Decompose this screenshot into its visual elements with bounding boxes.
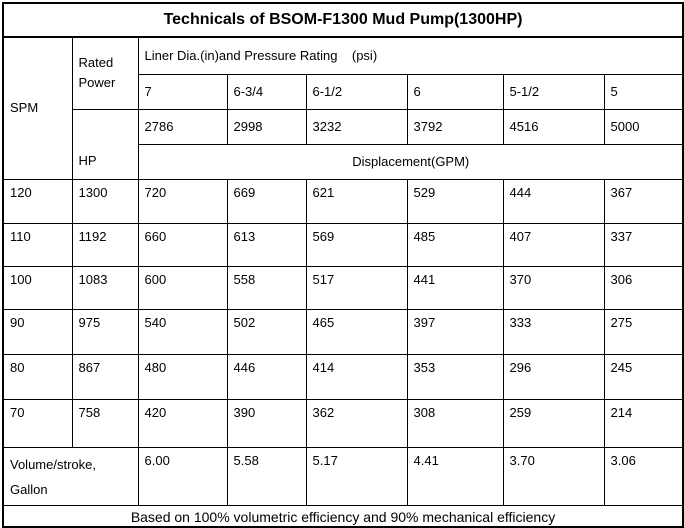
hp-cell: 1192 bbox=[71, 222, 139, 267]
hp-cell: 975 bbox=[71, 308, 139, 355]
gpm-cell: 446 bbox=[226, 353, 307, 400]
hp-cell: 1300 bbox=[71, 178, 139, 224]
volume-cell: 5.17 bbox=[305, 446, 408, 506]
header-row-sizes: 7 6-3/4 6-1/2 6 5-1/2 5 bbox=[3, 73, 684, 110]
hp-cell: 867 bbox=[71, 353, 139, 400]
liner-size-cell: 5 bbox=[603, 73, 684, 110]
liner-size-cell: 7 bbox=[137, 73, 228, 110]
volume-cell: 4.41 bbox=[406, 446, 504, 506]
header-row-pressures: HP 2786 2998 3232 3792 4516 5000 bbox=[3, 108, 684, 180]
gpm-cell: 370 bbox=[502, 265, 605, 310]
gpm-cell: 245 bbox=[603, 353, 684, 400]
gpm-cell: 441 bbox=[406, 265, 504, 310]
rated-power-header: Rated Power bbox=[71, 36, 139, 110]
gpm-cell: 362 bbox=[305, 398, 408, 448]
gpm-cell: 540 bbox=[137, 308, 228, 355]
gpm-cell: 275 bbox=[603, 308, 684, 355]
efficiency-note: Based on 100% volumetric efficiency and … bbox=[2, 504, 684, 528]
volume-stroke-row: Volume/stroke, Gallon 6.00 5.58 5.17 4.4… bbox=[2, 446, 684, 506]
table-row: 100 1083 600 558 517 441 370 306 bbox=[2, 265, 684, 310]
gpm-cell: 308 bbox=[406, 398, 504, 448]
gpm-cell: 333 bbox=[502, 308, 605, 355]
table-row: 110 1192 660 613 569 485 407 337 bbox=[2, 222, 684, 267]
table-row: 90 975 540 502 465 397 333 275 bbox=[2, 308, 684, 355]
hp-column-header: HP bbox=[71, 108, 139, 180]
volume-cell: 3.70 bbox=[502, 446, 605, 506]
hp-cell: 758 bbox=[71, 398, 139, 448]
gpm-cell: 558 bbox=[226, 265, 307, 310]
liner-pressure-header: Liner Dia.(in)and Pressure Rating (psi) bbox=[137, 36, 684, 75]
liner-size-cell: 6-1/2 bbox=[305, 73, 408, 110]
gpm-cell: 613 bbox=[226, 222, 307, 267]
volume-cell: 6.00 bbox=[137, 446, 228, 506]
spm-column-header: SPM bbox=[2, 36, 73, 180]
gpm-cell: 390 bbox=[226, 398, 307, 448]
spm-cell: 80 bbox=[2, 353, 73, 400]
pressure-rating-cell: 2998 bbox=[226, 108, 307, 145]
gpm-cell: 397 bbox=[406, 308, 504, 355]
volume-cell: 5.58 bbox=[226, 446, 307, 506]
table-row: 120 1300 720 669 621 529 444 367 bbox=[2, 178, 684, 224]
gpm-cell: 480 bbox=[137, 353, 228, 400]
gpm-cell: 337 bbox=[603, 222, 684, 267]
spm-cell: 110 bbox=[2, 222, 73, 267]
header-row-displacement: Displacement(GPM) bbox=[3, 143, 684, 180]
gpm-cell: 444 bbox=[502, 178, 605, 224]
gpm-cell: 621 bbox=[305, 178, 408, 224]
volume-cell: 3.06 bbox=[603, 446, 684, 506]
gpm-cell: 720 bbox=[137, 178, 228, 224]
table-row: 80 867 480 446 414 353 296 245 bbox=[2, 353, 684, 400]
gpm-cell: 600 bbox=[137, 265, 228, 310]
header-row-liner: SPM Rated Power Liner Dia.(in)and Pressu… bbox=[2, 36, 684, 180]
gpm-cell: 485 bbox=[406, 222, 504, 267]
gpm-cell: 414 bbox=[305, 353, 408, 400]
liner-size-cell: 5-1/2 bbox=[502, 73, 605, 110]
gpm-cell: 569 bbox=[305, 222, 408, 267]
table-title: Technicals of BSOM-F1300 Mud Pump(1300HP… bbox=[2, 2, 684, 38]
pressure-rating-cell: 4516 bbox=[502, 108, 605, 145]
pressure-rating-cell: 5000 bbox=[603, 108, 684, 145]
gpm-cell: 502 bbox=[226, 308, 307, 355]
gpm-cell: 669 bbox=[226, 178, 307, 224]
displacement-header: Displacement(GPM) bbox=[137, 143, 684, 180]
hp-cell: 1083 bbox=[71, 265, 139, 310]
gpm-cell: 296 bbox=[502, 353, 605, 400]
pressure-rating-cell: 3232 bbox=[305, 108, 408, 145]
gpm-cell: 259 bbox=[502, 398, 605, 448]
volume-stroke-label: Volume/stroke, Gallon bbox=[2, 446, 139, 506]
gpm-cell: 306 bbox=[603, 265, 684, 310]
gpm-cell: 660 bbox=[137, 222, 228, 267]
spm-cell: 100 bbox=[2, 265, 73, 310]
gpm-cell: 214 bbox=[603, 398, 684, 448]
gpm-cell: 353 bbox=[406, 353, 504, 400]
pressure-rating-cell: 3792 bbox=[406, 108, 504, 145]
footer-row: Based on 100% volumetric efficiency and … bbox=[2, 504, 684, 528]
gpm-cell: 420 bbox=[137, 398, 228, 448]
gpm-cell: 367 bbox=[603, 178, 684, 224]
table-row: 70 758 420 390 362 308 259 214 bbox=[2, 398, 684, 448]
liner-size-cell: 6-3/4 bbox=[226, 73, 307, 110]
spm-cell: 70 bbox=[2, 398, 73, 448]
title-row: Technicals of BSOM-F1300 Mud Pump(1300HP… bbox=[2, 2, 684, 38]
gpm-cell: 517 bbox=[305, 265, 408, 310]
spm-cell: 90 bbox=[2, 308, 73, 355]
gpm-cell: 465 bbox=[305, 308, 408, 355]
gpm-cell: 407 bbox=[502, 222, 605, 267]
pressure-rating-cell: 2786 bbox=[137, 108, 228, 145]
spm-cell: 120 bbox=[2, 178, 73, 224]
liner-size-cell: 6 bbox=[406, 73, 504, 110]
gpm-cell: 529 bbox=[406, 178, 504, 224]
